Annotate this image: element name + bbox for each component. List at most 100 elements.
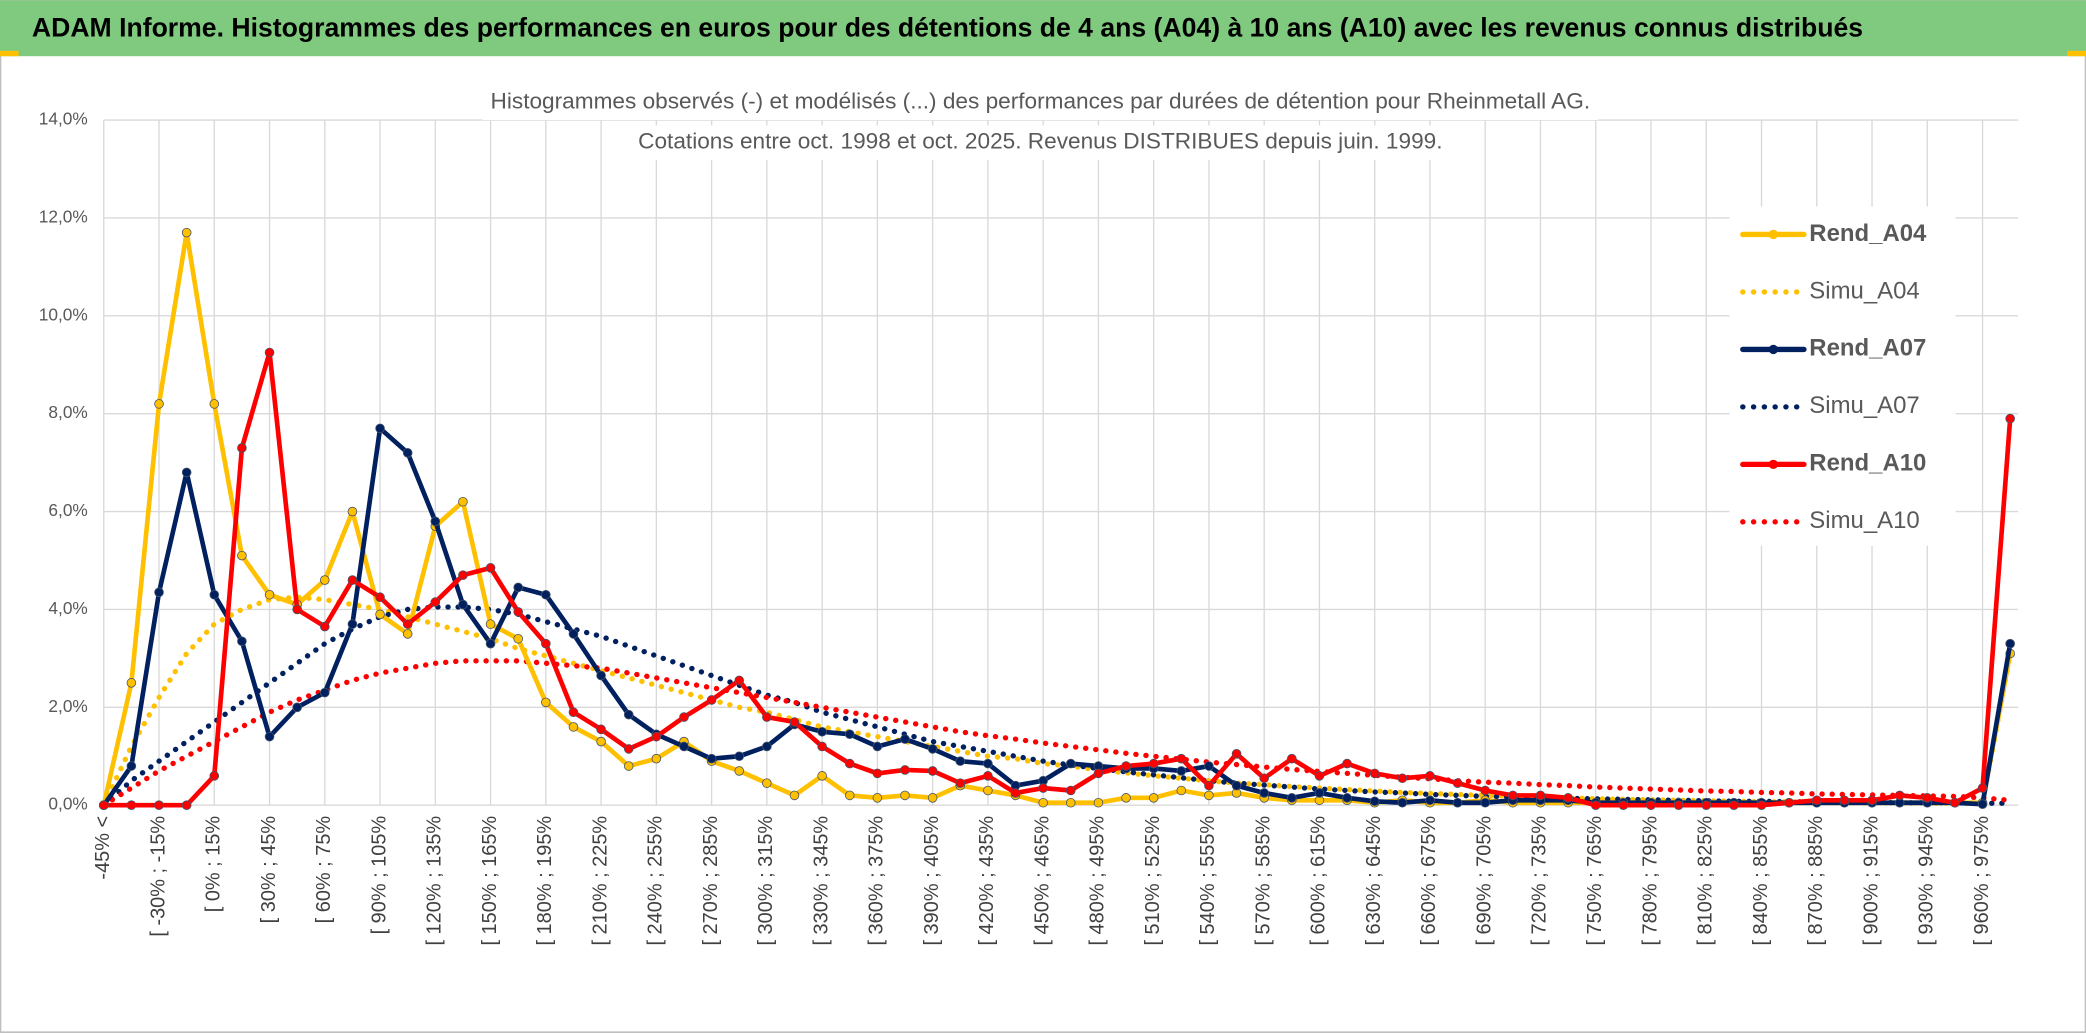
point: [817, 771, 827, 781]
point: [1867, 795, 1877, 806]
point: [513, 582, 523, 593]
x-tick-label: [ 360% ; 375%: [866, 816, 888, 946]
x-tick-label: [ 0% ; 15%: [203, 816, 225, 913]
point: [1480, 785, 1491, 796]
point: [1148, 793, 1159, 803]
legend-label: Simu_A07: [1809, 392, 1919, 419]
header-bar: [0, 0, 2086, 57]
point: [1784, 797, 1794, 808]
point: [1563, 793, 1573, 803]
point: [872, 741, 883, 752]
point: [568, 722, 579, 732]
point: [126, 800, 137, 810]
point: [817, 741, 827, 752]
point: [789, 717, 800, 727]
point: [430, 516, 441, 527]
point: [541, 638, 551, 649]
point: [706, 695, 717, 705]
point: [181, 227, 192, 238]
y-tick-label: 6,0%: [48, 500, 87, 520]
point: [1204, 780, 1214, 791]
point: [983, 758, 993, 769]
point: [485, 638, 496, 649]
point: [1397, 773, 1408, 784]
point: [623, 744, 634, 754]
point: [596, 724, 606, 735]
legend-marker: [1768, 344, 1779, 355]
legend-bg: [1729, 206, 1956, 546]
point: [292, 702, 302, 713]
x-tick-label: [ 870% ; 885%: [1805, 816, 1827, 946]
chart-title: Histogrammes observés (-) et modélisés (…: [491, 89, 1591, 114]
point: [1369, 796, 1380, 807]
point: [1065, 785, 1076, 796]
point: [485, 563, 496, 573]
point: [900, 765, 910, 775]
point: [1452, 778, 1463, 788]
point: [98, 800, 109, 810]
point: [1894, 790, 1905, 801]
point: [1839, 795, 1850, 806]
point: [513, 607, 523, 617]
point: [844, 790, 855, 801]
point: [237, 443, 247, 453]
point: [1038, 783, 1048, 793]
x-tick-label: [ 960% ; 975%: [1971, 816, 1993, 946]
point: [872, 793, 883, 803]
point: [181, 467, 192, 478]
point: [154, 587, 164, 598]
point: [375, 609, 385, 620]
point: [1121, 793, 1131, 803]
y-tick-label: 4,0%: [48, 598, 87, 618]
point: [1093, 768, 1104, 779]
point: [1452, 797, 1463, 808]
point: [1480, 797, 1491, 808]
point: [762, 712, 772, 722]
point: [1977, 799, 1988, 809]
point: [596, 736, 606, 747]
corner: [2067, 50, 2086, 57]
point: [1287, 793, 1297, 803]
point: [679, 741, 689, 752]
point: [651, 753, 662, 764]
point: [1673, 800, 1684, 810]
point: [623, 709, 634, 720]
x-tick-label: [ 180% ; 195%: [534, 816, 556, 946]
point: [264, 589, 275, 600]
point: [458, 570, 468, 580]
point: [1646, 800, 1656, 810]
point: [1618, 800, 1629, 810]
y-tick-label: 10,0%: [39, 304, 88, 324]
x-tick-label: [ 270% ; 285%: [700, 816, 722, 946]
legend-label: Rend_A04: [1809, 220, 1927, 247]
point: [1342, 758, 1352, 769]
point: [568, 707, 579, 717]
x-tick-label: [ 480% ; 495%: [1087, 816, 1109, 946]
point: [1756, 800, 1767, 810]
title-bg: [482, 85, 1599, 121]
legend-label: Rend_A07: [1809, 335, 1926, 362]
x-tick-label: [ 780% ; 795%: [1639, 816, 1661, 946]
x-tick-label: [ 750% ; 765%: [1584, 816, 1606, 946]
point: [1397, 797, 1408, 808]
legend-label: Simu_A04: [1809, 277, 1919, 304]
point: [347, 506, 358, 517]
point: [844, 758, 855, 769]
x-tick-label: [ 420% ; 435%: [976, 816, 998, 946]
point: [430, 597, 441, 607]
point: [983, 785, 993, 796]
point: [1204, 761, 1214, 771]
point: [347, 619, 358, 629]
point: [1259, 773, 1269, 784]
point: [320, 687, 330, 698]
point: [872, 768, 883, 779]
point: [955, 756, 966, 766]
point: [734, 751, 745, 762]
legend-marker: [1768, 229, 1779, 240]
point: [513, 634, 523, 644]
point: [706, 753, 717, 764]
legend-marker: [1768, 459, 1779, 470]
point: [900, 734, 910, 744]
point: [1701, 800, 1712, 810]
